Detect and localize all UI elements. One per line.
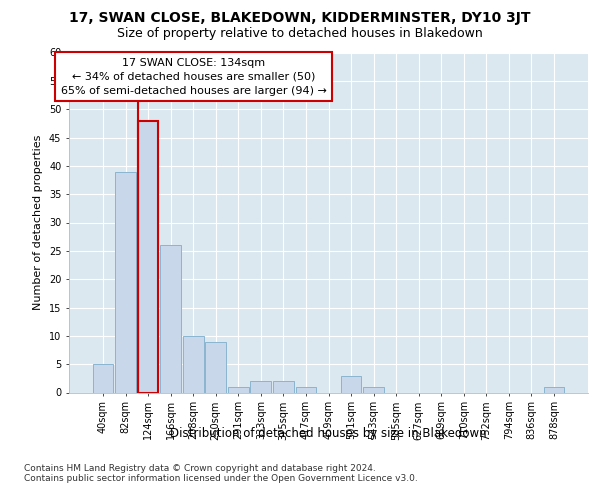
Bar bbox=[115, 172, 136, 392]
Bar bbox=[363, 387, 384, 392]
Bar bbox=[250, 381, 271, 392]
Text: 17, SWAN CLOSE, BLAKEDOWN, KIDDERMINSTER, DY10 3JT: 17, SWAN CLOSE, BLAKEDOWN, KIDDERMINSTER… bbox=[69, 11, 531, 25]
Bar bbox=[273, 381, 294, 392]
Bar bbox=[137, 120, 158, 392]
Text: Contains HM Land Registry data © Crown copyright and database right 2024.
Contai: Contains HM Land Registry data © Crown c… bbox=[24, 464, 418, 483]
Bar bbox=[205, 342, 226, 392]
Text: Distribution of detached houses by size in Blakedown: Distribution of detached houses by size … bbox=[170, 428, 487, 440]
Bar bbox=[183, 336, 203, 392]
Bar bbox=[341, 376, 361, 392]
Bar bbox=[228, 387, 248, 392]
Y-axis label: Number of detached properties: Number of detached properties bbox=[34, 135, 43, 310]
Bar bbox=[296, 387, 316, 392]
Text: 17 SWAN CLOSE: 134sqm
← 34% of detached houses are smaller (50)
65% of semi-deta: 17 SWAN CLOSE: 134sqm ← 34% of detached … bbox=[61, 58, 326, 96]
Bar bbox=[160, 245, 181, 392]
Bar bbox=[544, 387, 565, 392]
Bar bbox=[92, 364, 113, 392]
Text: Size of property relative to detached houses in Blakedown: Size of property relative to detached ho… bbox=[117, 28, 483, 40]
